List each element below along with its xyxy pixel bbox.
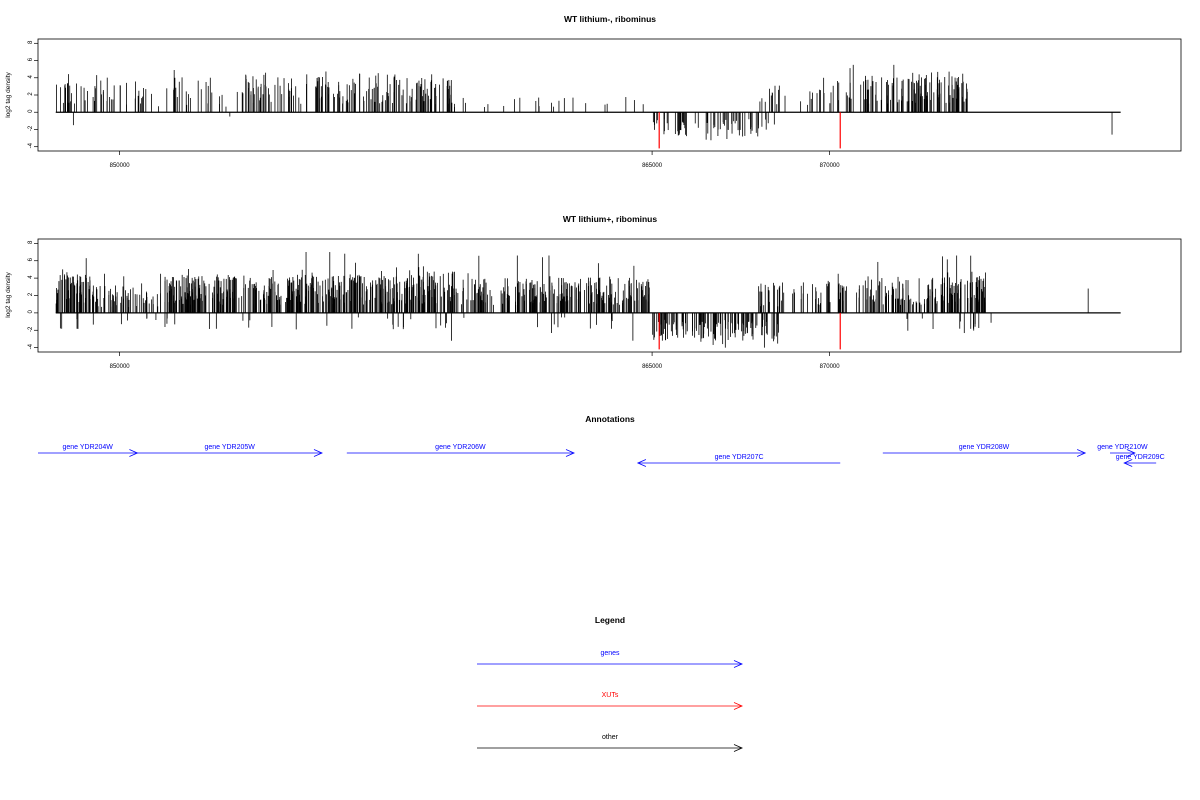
gene-arrow-head [313, 449, 323, 457]
y-tick-label: 2 [28, 92, 34, 96]
legend-arrow-head [733, 702, 743, 710]
gene-tracks: gene YDR204W gene YDR205W gene YDR206W gene… [38, 444, 1165, 467]
legend-arrow-head [733, 744, 743, 752]
y-tick-label: -2 [28, 326, 34, 332]
y-tick-label: -4 [28, 142, 34, 148]
gene-annotation: gene YDR205W [137, 444, 323, 457]
annotations-panel: Annotations gene YDR204W gene YDR205W gene… [38, 414, 1165, 467]
gene-annotation: gene YDR206W [346, 444, 576, 457]
gene-label: gene YDR209C [1116, 454, 1165, 461]
y-tick-label: 6 [28, 257, 34, 261]
gene-label: gene YDR208W [959, 444, 1010, 451]
gene-arrow-head [1076, 449, 1087, 457]
legend-label: XUTs [602, 692, 619, 699]
gene-annotation: gene YDR208W [882, 444, 1087, 457]
y-tick-label: 0 [28, 109, 34, 113]
signal-bars [55, 252, 1121, 350]
gene-label: gene YDR205W [204, 444, 255, 451]
y-tick-label: 8 [28, 240, 34, 244]
gene-arrow-head [1126, 449, 1136, 457]
x-tick-label: 850000 [110, 163, 131, 169]
track-panel-lithium-plus: WT lithium+, ribominus log2 tag density … [5, 214, 1182, 370]
legend-item: genes [477, 650, 743, 668]
y-tick-label: 8 [28, 40, 34, 44]
gene-arrow-head [636, 459, 647, 467]
y-tick-label: 6 [28, 57, 34, 61]
panel-title: WT lithium+, ribominus [563, 214, 657, 224]
y-tick-label: 4 [28, 275, 34, 279]
panel-title: WT lithium-, ribominus [564, 14, 656, 24]
track-panel-lithium-minus: WT lithium-, ribominus log2 tag density … [5, 14, 1182, 169]
x-tick-label: 870000 [820, 364, 841, 370]
gene-label: gene YDR206W [435, 444, 486, 451]
gene-annotation: gene YDR204W [38, 444, 139, 457]
annotations-title: Annotations [585, 414, 635, 424]
gene-label: gene YDR210W [1097, 444, 1148, 451]
legend-item: XUTs [477, 692, 743, 710]
x-tick-label: 870000 [820, 163, 841, 169]
x-tick-label: 850000 [110, 364, 131, 370]
y-axis-label: log2 tag density [5, 71, 12, 117]
legend-item: other [477, 734, 743, 752]
gene-annotation: gene YDR207C [636, 454, 841, 467]
legend-items: genes XUTs other [477, 650, 743, 752]
y-tick-label: 4 [28, 74, 34, 78]
legend-label: genes [600, 650, 620, 657]
legend-title: Legend [595, 615, 625, 625]
gene-arrow-head [565, 449, 576, 457]
gene-annotation: gene YDR209C [1116, 454, 1165, 467]
axes: -4 -2 0 2 4 6 8 850000 865000 870000 [28, 240, 840, 370]
y-tick-label: 2 [28, 292, 34, 296]
gene-label: gene YDR204W [62, 444, 113, 451]
legend-label: other [602, 734, 619, 741]
x-tick-label: 865000 [642, 364, 663, 370]
gene-arrow-head [1123, 459, 1133, 467]
gene-label: gene YDR207C [715, 454, 764, 461]
y-tick-label: -2 [28, 125, 34, 131]
plot-frame [37, 38, 1182, 152]
signal-bars [55, 64, 1121, 149]
y-axis-label: log2 tag density [5, 271, 12, 317]
y-tick-label: -4 [28, 343, 34, 349]
legend: Legend genes XUTs other [477, 615, 743, 752]
y-tick-label: 0 [28, 310, 34, 314]
axes: -4 -2 0 2 4 6 8 850000 865000 870000 [28, 40, 840, 169]
x-tick-label: 865000 [642, 163, 663, 169]
legend-arrow-head [733, 660, 743, 668]
gene-annotation: gene YDR210W [1097, 444, 1148, 457]
